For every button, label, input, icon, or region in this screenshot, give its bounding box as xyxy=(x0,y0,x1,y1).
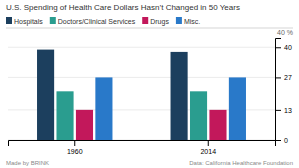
legend-label: Doctors/Clinical Services xyxy=(58,18,136,25)
y-axis: 0 13 27 40 xyxy=(275,39,292,144)
bar xyxy=(37,50,54,140)
y-tick: 27 xyxy=(275,74,292,81)
bar xyxy=(95,77,112,140)
bars xyxy=(37,50,246,140)
bar xyxy=(209,110,226,140)
x-tick: 2014 xyxy=(200,140,216,155)
tick-mark xyxy=(74,140,75,146)
y-tick: 40 xyxy=(275,44,292,51)
bar xyxy=(229,77,246,140)
annotation: Data: California Healthcare Foundation xyxy=(189,160,293,166)
y-tick: 13 xyxy=(275,107,292,114)
annotation: 40 % xyxy=(277,29,293,36)
annotation: Made by BRINK xyxy=(6,160,49,166)
tick-label: 40 xyxy=(284,44,292,51)
tick-mark xyxy=(275,77,281,78)
legend-label: Misc. xyxy=(184,18,200,25)
separator xyxy=(6,28,293,29)
plot: 1960 2014 0 13 27 40 xyxy=(8,39,292,155)
title: U.S. Spending of Health Care Dollars Has… xyxy=(6,3,240,12)
legend-swatch xyxy=(142,17,148,24)
legend-label: Drugs xyxy=(150,18,169,26)
x-axis: 1960 2014 xyxy=(9,140,276,155)
legend-swatch xyxy=(6,17,12,24)
tick-mark xyxy=(275,47,281,48)
legend-swatch xyxy=(50,17,56,24)
tick-label: 0 xyxy=(284,137,288,144)
bar xyxy=(76,110,93,140)
legend-label: Hospitals xyxy=(14,18,43,26)
tick-label: 27 xyxy=(284,74,292,81)
bar xyxy=(171,52,188,140)
legend: Hospitals Doctors/Clinical Services Drugs M… xyxy=(6,17,200,26)
tick-mark xyxy=(275,110,281,111)
grid-line xyxy=(8,47,275,48)
y-tick: 0 xyxy=(275,137,288,144)
bar xyxy=(56,91,73,140)
tick-mark xyxy=(208,140,209,146)
tick-mark xyxy=(275,140,281,141)
grid xyxy=(8,47,275,140)
legend-swatch xyxy=(176,17,182,24)
tick-label: 1960 xyxy=(67,148,83,155)
bar xyxy=(190,91,207,140)
tick-label: 13 xyxy=(284,107,292,114)
x-tick: 1960 xyxy=(67,140,83,155)
tick-label: 2014 xyxy=(200,148,216,155)
axis-domain xyxy=(276,39,282,141)
axis-domain xyxy=(9,141,276,147)
chart: U.S. Spending of Health Care Dollars Has… xyxy=(0,0,299,168)
